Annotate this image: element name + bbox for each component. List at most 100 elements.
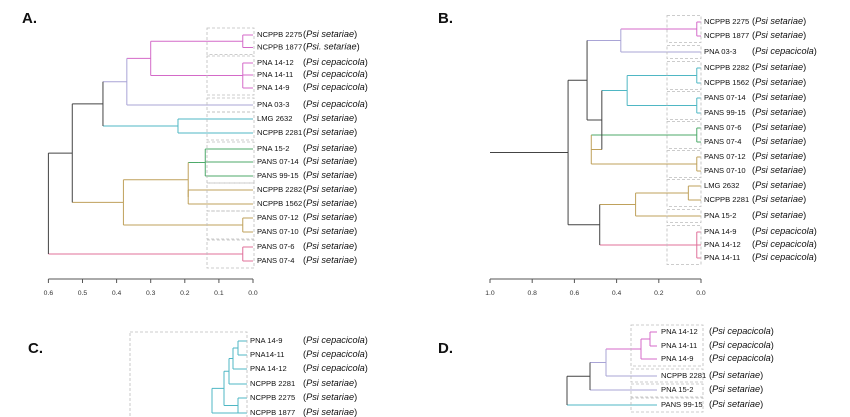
leaf-code-d: PANS 99-15 bbox=[661, 400, 703, 409]
leaf-species-c: (Psi cepacicola) bbox=[303, 349, 368, 359]
leaf-species-b: (Psi setariae) bbox=[752, 165, 806, 175]
leaf-code-b: PNA 14-12 bbox=[704, 240, 741, 249]
leaf-code-b: LMG 2632 bbox=[704, 181, 739, 190]
axis-tick-label-b: 0.6 bbox=[570, 290, 580, 297]
leaf-code-b: PANS 07-10 bbox=[704, 166, 746, 175]
leaf-species-b: (Psi setariae) bbox=[752, 180, 806, 190]
leaf-code-a: PANS 07-12 bbox=[257, 213, 299, 222]
leaf-code-a: PANS 07-4 bbox=[257, 256, 294, 265]
clade-box-d bbox=[630, 397, 704, 413]
leaf-code-a: PNA 14-11 bbox=[257, 70, 293, 79]
leaf-species-c: (Psi setariae) bbox=[303, 392, 357, 402]
leaf-code-a: NCPPB 1562 bbox=[257, 199, 302, 208]
clade-box-b bbox=[666, 61, 702, 90]
leaf-code-a: LMG 2632 bbox=[257, 114, 292, 123]
leaf-species-d: (Psi cepacicola) bbox=[709, 326, 774, 336]
clade-box-b bbox=[666, 225, 702, 265]
leaf-species-c: (Psi setariae) bbox=[303, 407, 357, 417]
leaf-species-b: (Psi setariae) bbox=[752, 107, 806, 117]
leaf-code-a: PANS 99-15 bbox=[257, 171, 299, 180]
leaf-species-b: (Psi setariae) bbox=[752, 92, 806, 102]
axis-tick-label-b: 0.2 bbox=[654, 290, 664, 297]
clade-box-a bbox=[206, 55, 255, 96]
leaf-species-a: (Psi setariae) bbox=[303, 156, 357, 166]
panel-label-b: B. bbox=[438, 10, 453, 27]
leaf-code-b: NCPPB 2275 bbox=[704, 17, 749, 26]
clade-box-b bbox=[666, 179, 702, 207]
leaf-code-c: NCPPB 1877 bbox=[250, 408, 295, 417]
leaf-code-a: PNA 14-12 bbox=[257, 58, 294, 67]
clade-box-b bbox=[666, 121, 702, 149]
leaf-species-a: (Psi setariae) bbox=[303, 212, 357, 222]
leaf-code-b: PNA 15-2 bbox=[704, 211, 737, 220]
clade-box-a bbox=[206, 111, 255, 141]
leaf-species-b: (Psi cepacicola) bbox=[752, 239, 817, 249]
leaf-species-b: (Psi setariae) bbox=[752, 62, 806, 72]
axis-tick-label-b: 0.0 bbox=[696, 290, 706, 297]
axis-tick-label-a: 0.5 bbox=[78, 290, 88, 297]
leaf-species-b: (Psi setariae) bbox=[752, 136, 806, 146]
leaf-code-d: PNA 14-12 bbox=[661, 327, 698, 336]
panel-label-c: C. bbox=[28, 340, 43, 357]
leaf-code-b: NCPPB 1562 bbox=[704, 78, 749, 87]
leaf-species-a: (Psi setariae) bbox=[303, 226, 357, 236]
leaf-code-b: NCPPB 2281 bbox=[704, 195, 749, 204]
leaf-code-b: NCPPB 2282 bbox=[704, 63, 749, 72]
leaf-code-a: PANS 07-14 bbox=[257, 157, 299, 166]
clade-boxes bbox=[129, 15, 704, 417]
leaf-code-a: PANS 07-6 bbox=[257, 242, 294, 251]
leaf-code-a: PNA 03-3 bbox=[257, 100, 290, 109]
leaf-code-a: PNA 15-2 bbox=[257, 144, 290, 153]
clade-box-b bbox=[666, 45, 702, 59]
clade-box-d bbox=[630, 324, 704, 367]
clade-box-b bbox=[666, 209, 702, 223]
leaf-code-d: PNA 14-9 bbox=[661, 354, 694, 363]
leaf-code-b: PANS 07-12 bbox=[704, 152, 746, 161]
leaf-code-b: PANS 07-4 bbox=[704, 137, 741, 146]
leaf-species-a: (Psi cepacicola) bbox=[303, 57, 368, 67]
leaf-code-a: NCPPB 2275 bbox=[257, 30, 302, 39]
clade-box-b bbox=[666, 15, 702, 43]
leaf-species-a: (Psi setariae) bbox=[303, 184, 357, 194]
axis-tick-label-a: 0.1 bbox=[214, 290, 224, 297]
leaf-species-b: (Psi setariae) bbox=[752, 194, 806, 204]
leaf-species-a: (Psi setariae) bbox=[303, 255, 357, 265]
leaf-species-d: (Psi setariae) bbox=[709, 399, 763, 409]
leaf-species-b: (Psi cepacicola) bbox=[752, 46, 817, 56]
leaf-species-b: (Psi setariae) bbox=[752, 210, 806, 220]
leaf-species-a: (Psi cepacicola) bbox=[303, 99, 368, 109]
leaf-code-a: PANS 07-10 bbox=[257, 227, 299, 236]
clade-box-a bbox=[206, 97, 255, 113]
tree-labels: A.NCPPB 2275 (Psi setariae)NCPPB 1877 (Psi… bbox=[22, 10, 817, 417]
leaf-species-c: (Psi setariae) bbox=[303, 378, 357, 388]
leaf-species-a: (Psi. setariae) bbox=[303, 42, 360, 52]
leaf-species-a: (Psi setariae) bbox=[303, 113, 357, 123]
leaf-code-c: PNA14-11 bbox=[250, 350, 284, 359]
leaf-species-a: (Psi cepacicola) bbox=[303, 82, 368, 92]
leaf-code-b: PANS 07-6 bbox=[704, 123, 741, 132]
leaf-code-a: NCPPB 2281 bbox=[257, 128, 302, 137]
leaf-species-c: (Psi cepacicola) bbox=[303, 335, 368, 345]
clade-box-d bbox=[630, 383, 704, 398]
leaf-code-c: NCPPB 2281 bbox=[250, 379, 295, 388]
clade-box-a bbox=[206, 182, 255, 212]
leaf-code-b: PNA 14-11 bbox=[704, 253, 740, 262]
tree-branches bbox=[47, 21, 702, 414]
leaf-species-b: (Psi setariae) bbox=[752, 30, 806, 40]
clade-box-c bbox=[129, 331, 248, 417]
leaf-code-b: PNA 03-3 bbox=[704, 47, 737, 56]
clade-box-d bbox=[630, 368, 704, 383]
axis-tick-label-b: 0.8 bbox=[527, 290, 537, 297]
leaf-species-b: (Psi cepacicola) bbox=[752, 252, 817, 262]
clade-box-b bbox=[666, 150, 702, 178]
leaf-code-d: NCPPB 2281 bbox=[661, 371, 706, 380]
panel-label-a: A. bbox=[22, 10, 37, 27]
leaf-species-d: (Psi cepacicola) bbox=[709, 340, 774, 350]
leaf-species-c: (Psi cepacicola) bbox=[303, 363, 368, 373]
leaf-species-d: (Psi setariae) bbox=[709, 370, 763, 380]
leaf-species-a: (Psi cepacicola) bbox=[303, 69, 368, 79]
axis-tick-label-a: 0.0 bbox=[248, 290, 258, 297]
clade-box-a bbox=[206, 141, 255, 184]
axis-tick-label-b: 0.4 bbox=[612, 290, 622, 297]
